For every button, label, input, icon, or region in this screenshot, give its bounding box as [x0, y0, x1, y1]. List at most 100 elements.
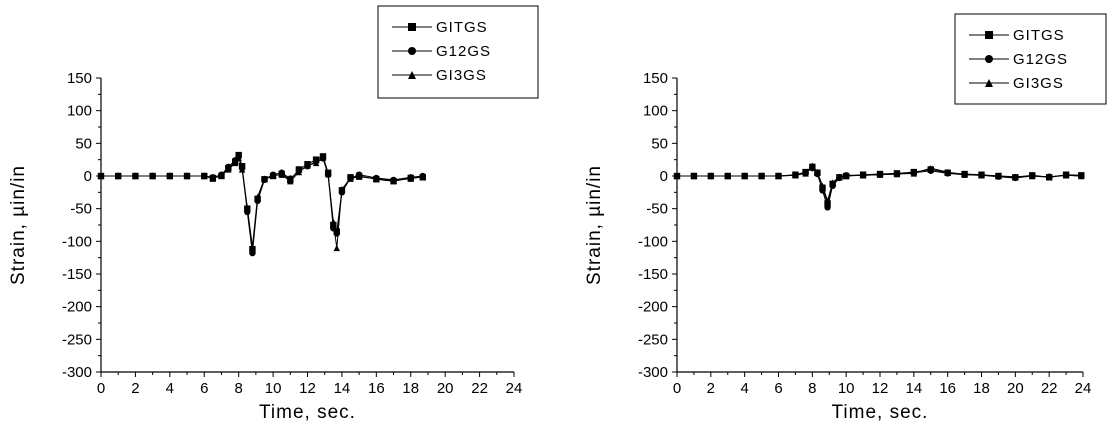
- x-tick-label: 6: [774, 380, 782, 397]
- data-point: [859, 172, 867, 179]
- series-GITGS: [97, 151, 426, 253]
- data-point: [269, 172, 277, 179]
- x-tick-label: 10: [838, 380, 855, 397]
- x-tick-label: 6: [200, 380, 208, 397]
- data-point: [419, 173, 426, 180]
- data-point: [876, 171, 884, 178]
- data-point: [809, 162, 816, 169]
- y-tick-label: 100: [643, 103, 668, 120]
- data-point: [278, 171, 285, 178]
- x-tick-label: 22: [471, 380, 488, 397]
- series-GITGS: [673, 163, 1085, 207]
- x-axis-title: Time, sec.: [259, 402, 356, 423]
- x-tick-label: 8: [808, 380, 816, 397]
- legend-label: G12GS: [1013, 51, 1068, 68]
- y-tick-label: 0: [84, 168, 92, 185]
- x-tick-label: 22: [1041, 380, 1058, 397]
- data-point: [758, 172, 765, 180]
- legend-marker: [985, 79, 993, 87]
- data-point: [97, 172, 105, 180]
- data-point: [775, 172, 782, 180]
- data-point: [338, 185, 346, 193]
- y-tick-label: -150: [638, 266, 668, 283]
- data-point: [287, 178, 294, 185]
- y-tick-label: 150: [67, 70, 92, 87]
- data-point: [927, 164, 934, 172]
- data-point: [261, 175, 268, 182]
- data-point: [218, 172, 225, 179]
- x-tick-label: 4: [740, 380, 748, 397]
- data-point: [824, 197, 831, 205]
- x-tick-label: 0: [97, 380, 105, 397]
- data-point: [232, 159, 239, 167]
- legend: GITGS G12GS GI3GS: [377, 5, 539, 99]
- data-point: [802, 170, 809, 177]
- data-point: [132, 172, 139, 180]
- legend-label: GI3GS: [436, 67, 487, 84]
- series-GI3GS: [673, 162, 1085, 205]
- data-point: [1062, 172, 1070, 179]
- x-axis-title: Time, sec.: [832, 402, 929, 423]
- data-point: [235, 154, 242, 161]
- data-point: [330, 225, 337, 232]
- data-point: [741, 172, 748, 180]
- data-point: [244, 204, 251, 211]
- y-tick-label: 50: [75, 135, 92, 152]
- data-point: [201, 172, 208, 180]
- y-tick-label: 100: [67, 103, 92, 120]
- series-GI3GS: [97, 154, 426, 252]
- data-point: [910, 170, 918, 177]
- series-G12GS: [97, 153, 426, 257]
- data-point: [690, 172, 698, 180]
- data-point: [330, 218, 337, 225]
- data-point: [814, 168, 821, 176]
- data-point: [254, 193, 261, 201]
- y-axis-title: Strain, µin/in: [8, 165, 29, 285]
- data-point: [295, 168, 303, 176]
- y-tick-label: -50: [646, 201, 668, 218]
- legend-marker: [408, 71, 416, 79]
- y-tick-label: 150: [643, 70, 668, 87]
- x-tick-label: 14: [334, 380, 351, 397]
- y-tick-label: -300: [638, 364, 668, 381]
- legend-label: GI3GS: [1013, 75, 1064, 92]
- legend-box: [377, 5, 539, 99]
- data-point: [115, 172, 122, 180]
- data-point: [209, 175, 217, 182]
- data-point: [893, 170, 901, 178]
- y-tick-label: -100: [638, 233, 668, 250]
- x-tick-label: 12: [872, 380, 889, 397]
- data-point: [319, 154, 327, 161]
- data-point: [724, 172, 731, 180]
- y-tick-label: -250: [62, 331, 92, 348]
- data-point: [944, 168, 951, 176]
- data-point: [842, 172, 850, 180]
- data-point: [995, 172, 1002, 180]
- data-point: [961, 171, 968, 178]
- data-point: [355, 173, 363, 180]
- data-point: [324, 170, 332, 178]
- x-tick-label: 14: [905, 380, 922, 397]
- data-point: [978, 172, 985, 179]
- x-tick-label: 2: [707, 380, 715, 397]
- x-tick-label: 18: [973, 380, 990, 397]
- series-line: [101, 153, 423, 250]
- legend-label: GITGS: [1013, 27, 1065, 44]
- data-point: [149, 172, 156, 180]
- data-point: [249, 249, 256, 257]
- data-point: [390, 177, 397, 184]
- data-point: [836, 173, 843, 180]
- data-point: [1045, 174, 1053, 181]
- x-tick-label: 4: [166, 380, 174, 397]
- data-point: [1012, 173, 1019, 180]
- y-axis-title: Strain, µin/in: [584, 165, 605, 285]
- series-line: [677, 164, 1082, 203]
- y-tick-label: -100: [62, 233, 92, 250]
- data-point: [407, 175, 414, 182]
- data-point: [312, 159, 320, 167]
- legend-marker: [985, 31, 993, 39]
- data-point: [166, 172, 174, 180]
